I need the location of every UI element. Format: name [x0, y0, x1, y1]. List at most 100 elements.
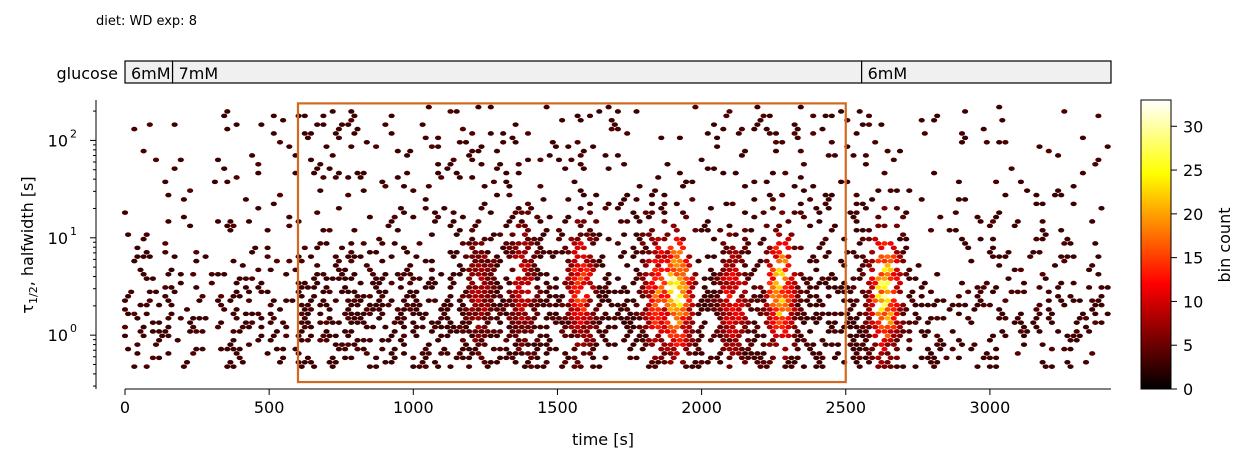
hexbin-cell [391, 346, 398, 352]
hexbin-cell [469, 131, 476, 136]
hexbin-cell [875, 364, 882, 369]
hexbin-cell [493, 359, 501, 365]
hexbin-cell [971, 307, 978, 312]
hexbin-cell [686, 280, 693, 286]
hexbin-cell [738, 355, 746, 361]
hexbin-cell [943, 355, 950, 361]
hexbin-cell [171, 289, 178, 295]
hexbin-cell [906, 346, 913, 352]
hexbin-cell [652, 258, 659, 264]
hexbin-cell [630, 342, 637, 347]
hexbin-cell [692, 342, 699, 347]
hexbin-cell [478, 241, 485, 246]
hexbin-cell [670, 302, 677, 308]
hexbin-cell [565, 258, 572, 264]
hexbin-cell [772, 324, 780, 330]
hexbin-cell [171, 122, 178, 127]
hexbin-cell [580, 254, 587, 259]
hexbin-cell [338, 122, 346, 127]
hexbin-cell [146, 254, 153, 259]
hexbin-cell [838, 329, 845, 334]
hexbin-cell [354, 302, 361, 308]
hexbin-cell [270, 333, 277, 339]
hexbin-cell [710, 271, 718, 277]
hexbin-cell [630, 298, 637, 303]
hexbin-cell [667, 298, 674, 303]
hexbin-cell [1048, 346, 1055, 352]
hexbin-cell [847, 333, 854, 339]
hexbin-cell [143, 364, 150, 369]
hexbin-cell [667, 254, 674, 259]
hexbin-cell [896, 254, 904, 259]
hexbin-cell [435, 135, 442, 141]
hexbin-cell [996, 104, 1003, 110]
hexbin-cell [487, 236, 494, 242]
hexbin-cell [571, 311, 578, 317]
hexbin-cell [686, 342, 693, 347]
hexbin-cell [453, 232, 460, 237]
hexbin-cell [977, 219, 984, 224]
hexbin-cell [146, 122, 153, 127]
hexbin-cell [450, 210, 457, 215]
hexbin-cell [655, 307, 662, 312]
hexbin-cell [245, 342, 253, 347]
hexbin-cell [431, 359, 439, 365]
hexbin-cell [230, 293, 237, 299]
hexbin-cell [661, 192, 668, 198]
hexbin-cell [568, 263, 575, 268]
hexbin-cell [484, 285, 491, 290]
hexbin-cell [571, 355, 578, 361]
hexbin-cell [754, 324, 761, 330]
hexbin-cell [1024, 329, 1031, 334]
hexbin-cell [772, 245, 780, 251]
hexbin-cell [831, 285, 839, 290]
hexbin-cell [741, 148, 749, 154]
hexbin-cell [521, 329, 529, 334]
hexbin-cell [472, 267, 479, 273]
hexbin-cell [636, 315, 643, 321]
hexbin-cell [717, 333, 724, 339]
hexbin-cell [528, 355, 535, 361]
hexbin-cell [531, 307, 538, 312]
hexbin-cell [487, 333, 494, 339]
hexbin-cell [397, 285, 404, 290]
hexbin-cell [741, 298, 749, 303]
hexbin-cell [400, 315, 408, 321]
hexbin-cell [574, 139, 581, 145]
hexbin-cell [893, 205, 901, 211]
hexbin-cell [878, 245, 885, 251]
hexbin-cell [878, 351, 885, 356]
hexbin-cell [642, 245, 649, 251]
hexbin-cell [469, 263, 476, 268]
hexbin-cell [326, 359, 333, 365]
hexbin-cell [407, 280, 414, 286]
hexbin-cell [233, 307, 240, 312]
hexbin-cell [729, 351, 736, 356]
hexbin-cell [481, 254, 488, 259]
hexbin-cell [884, 254, 891, 259]
hexbin-cell [655, 289, 662, 295]
hexbin-cell [751, 285, 758, 290]
hexbin-cell [574, 263, 581, 268]
hexbin-cell [280, 320, 287, 325]
hexbin-cell [407, 263, 414, 268]
hexbin-cell [143, 276, 150, 281]
hexbin-cell [983, 280, 990, 286]
hexbin-cell [825, 205, 832, 211]
hexbin-cell [583, 311, 591, 317]
hexbin-cell [577, 188, 584, 193]
hexbin-cell [825, 249, 832, 255]
hexbin-cell [720, 258, 727, 264]
hexbin-cell [490, 258, 497, 264]
hexbin-cell [459, 214, 466, 220]
hexbin-cell [503, 346, 510, 352]
hexbin-cell [642, 324, 649, 330]
hexbin-cell [993, 285, 1000, 290]
hexbin-cell [208, 271, 215, 277]
hexbin-cell [887, 329, 894, 334]
hexbin-cell [689, 197, 696, 202]
hexbin-cell [962, 197, 969, 202]
hexbin-cell [881, 311, 888, 317]
hexbin-cell [748, 342, 755, 347]
hexbin-cell [822, 342, 829, 347]
